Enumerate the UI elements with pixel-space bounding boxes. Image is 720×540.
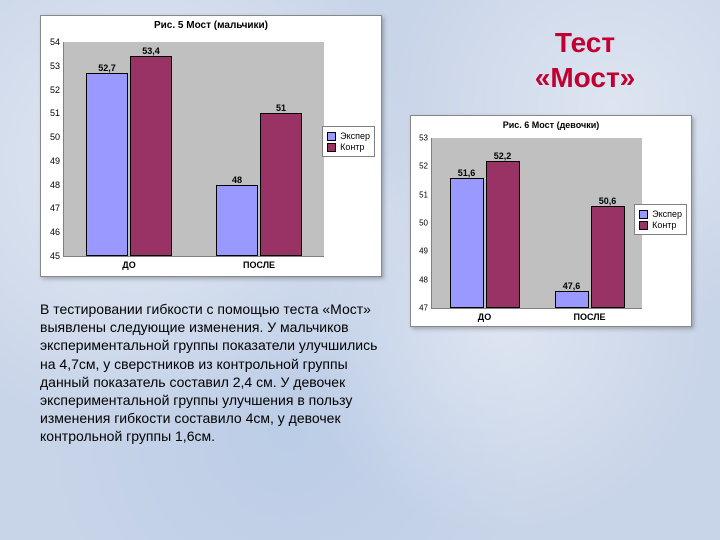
bar: 51 [260, 113, 302, 256]
chart-title: Рис. 6 Мост (девочки) [411, 120, 691, 130]
bar-label: 52,7 [98, 63, 116, 74]
y-tick: 47 [419, 304, 432, 313]
bar: 48 [216, 185, 258, 256]
bar-label: 51 [276, 103, 286, 114]
bar-label: 53,4 [142, 46, 160, 57]
legend-item: Контр [327, 142, 370, 152]
y-tick: 52 [419, 162, 432, 171]
y-tick: 46 [50, 227, 64, 237]
y-tick: 50 [50, 132, 64, 142]
y-tick: 51 [419, 190, 432, 199]
y-tick: 53 [419, 134, 432, 143]
y-tick: 47 [50, 203, 64, 213]
legend: ЭксперКонтр [634, 204, 687, 235]
bar: 47,6 [555, 291, 589, 308]
plot-area: 4748495051525351,652,2ДО47,650,6ПОСЛЕ [431, 138, 642, 309]
bar: 50,6 [591, 206, 625, 308]
x-label: ДО [478, 308, 491, 322]
x-label: ПОСЛЕ [243, 256, 275, 270]
legend-swatch [327, 143, 336, 152]
legend-label: Контр [652, 220, 676, 230]
bar: 52,2 [486, 161, 520, 308]
plot-area: 4546474849505152535452,753,4ДО4851ПОСЛЕ [63, 42, 324, 257]
legend-item: Контр [639, 220, 682, 230]
legend-label: Экспер [652, 209, 682, 219]
bar-label: 52,2 [494, 151, 512, 162]
y-tick: 45 [50, 251, 64, 261]
chart-boys: Рис. 5 Мост (мальчики)454647484950515253… [40, 15, 382, 277]
y-tick: 52 [50, 85, 64, 95]
chart-title: Рис. 5 Мост (мальчики) [41, 20, 381, 31]
y-tick: 48 [50, 180, 64, 190]
y-tick: 50 [419, 219, 432, 228]
y-tick: 48 [419, 275, 432, 284]
x-label: ДО [122, 256, 135, 270]
legend-label: Экспер [340, 131, 370, 141]
bar-label: 47,6 [563, 281, 581, 292]
bar-label: 48 [232, 175, 242, 186]
body-text: В тестировании гибкости с помощью теста … [40, 300, 390, 446]
bar-label: 50,6 [599, 196, 617, 207]
bar: 51,6 [450, 178, 484, 308]
legend-label: Контр [340, 142, 364, 152]
page-title: Тест «Мост» [490, 25, 680, 95]
legend-swatch [327, 132, 336, 141]
bar-label: 51,6 [458, 168, 476, 179]
y-tick: 53 [50, 61, 64, 71]
legend-swatch [639, 221, 648, 230]
y-tick: 49 [419, 247, 432, 256]
bar: 53,4 [130, 56, 172, 256]
y-tick: 54 [50, 37, 64, 47]
legend-swatch [639, 210, 648, 219]
legend-item: Экспер [639, 209, 682, 219]
legend: ЭксперКонтр [322, 126, 375, 157]
y-tick: 49 [50, 156, 64, 166]
y-tick: 51 [50, 108, 64, 118]
x-label: ПОСЛЕ [573, 308, 605, 322]
legend-item: Экспер [327, 131, 370, 141]
bar: 52,7 [86, 73, 128, 256]
chart-girls: Рис. 6 Мост (девочки)4748495051525351,65… [410, 115, 692, 327]
